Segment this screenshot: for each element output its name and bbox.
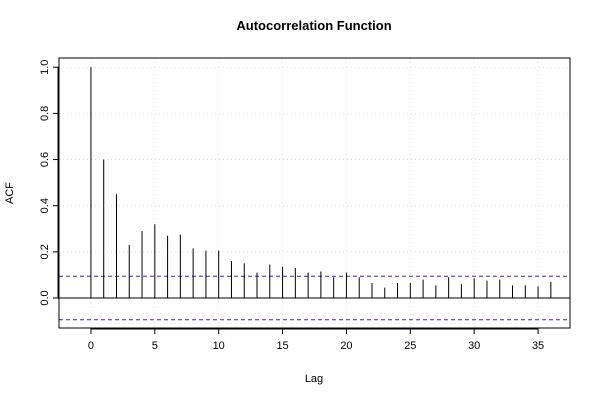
x-tick-label: 35	[532, 340, 544, 352]
x-tick-label: 5	[152, 340, 158, 352]
y-tick-label: 0.2	[39, 244, 51, 259]
y-tick-label: 1.0	[39, 60, 51, 75]
x-tick-label: 25	[404, 340, 416, 352]
y-tick-label: 0.4	[39, 198, 51, 213]
confidence-layer	[59, 275, 570, 321]
x-axis: 0 5 10 15 20 25 30 35	[88, 328, 544, 352]
x-tick-label: 20	[340, 340, 352, 352]
y-tick-label: 0.6	[39, 152, 51, 167]
x-tick-label: 30	[468, 340, 480, 352]
bars-layer	[90, 67, 552, 298]
grid-layer	[59, 58, 570, 328]
x-tick-label: 0	[88, 340, 94, 352]
plot-frame	[58, 57, 571, 329]
x-axis-title: Lag	[305, 373, 323, 385]
y-tick-label: 0.0	[39, 290, 51, 305]
y-axis-title: ACF	[4, 182, 16, 204]
chart-title: Autocorrelation Function	[236, 18, 391, 33]
x-tick-label: 15	[276, 340, 288, 352]
y-tick-label: 0.8	[39, 106, 51, 121]
y-axis: 0.0 0.2 0.4 0.6 0.8 1.0	[39, 60, 59, 306]
x-tick-label: 10	[213, 340, 225, 352]
